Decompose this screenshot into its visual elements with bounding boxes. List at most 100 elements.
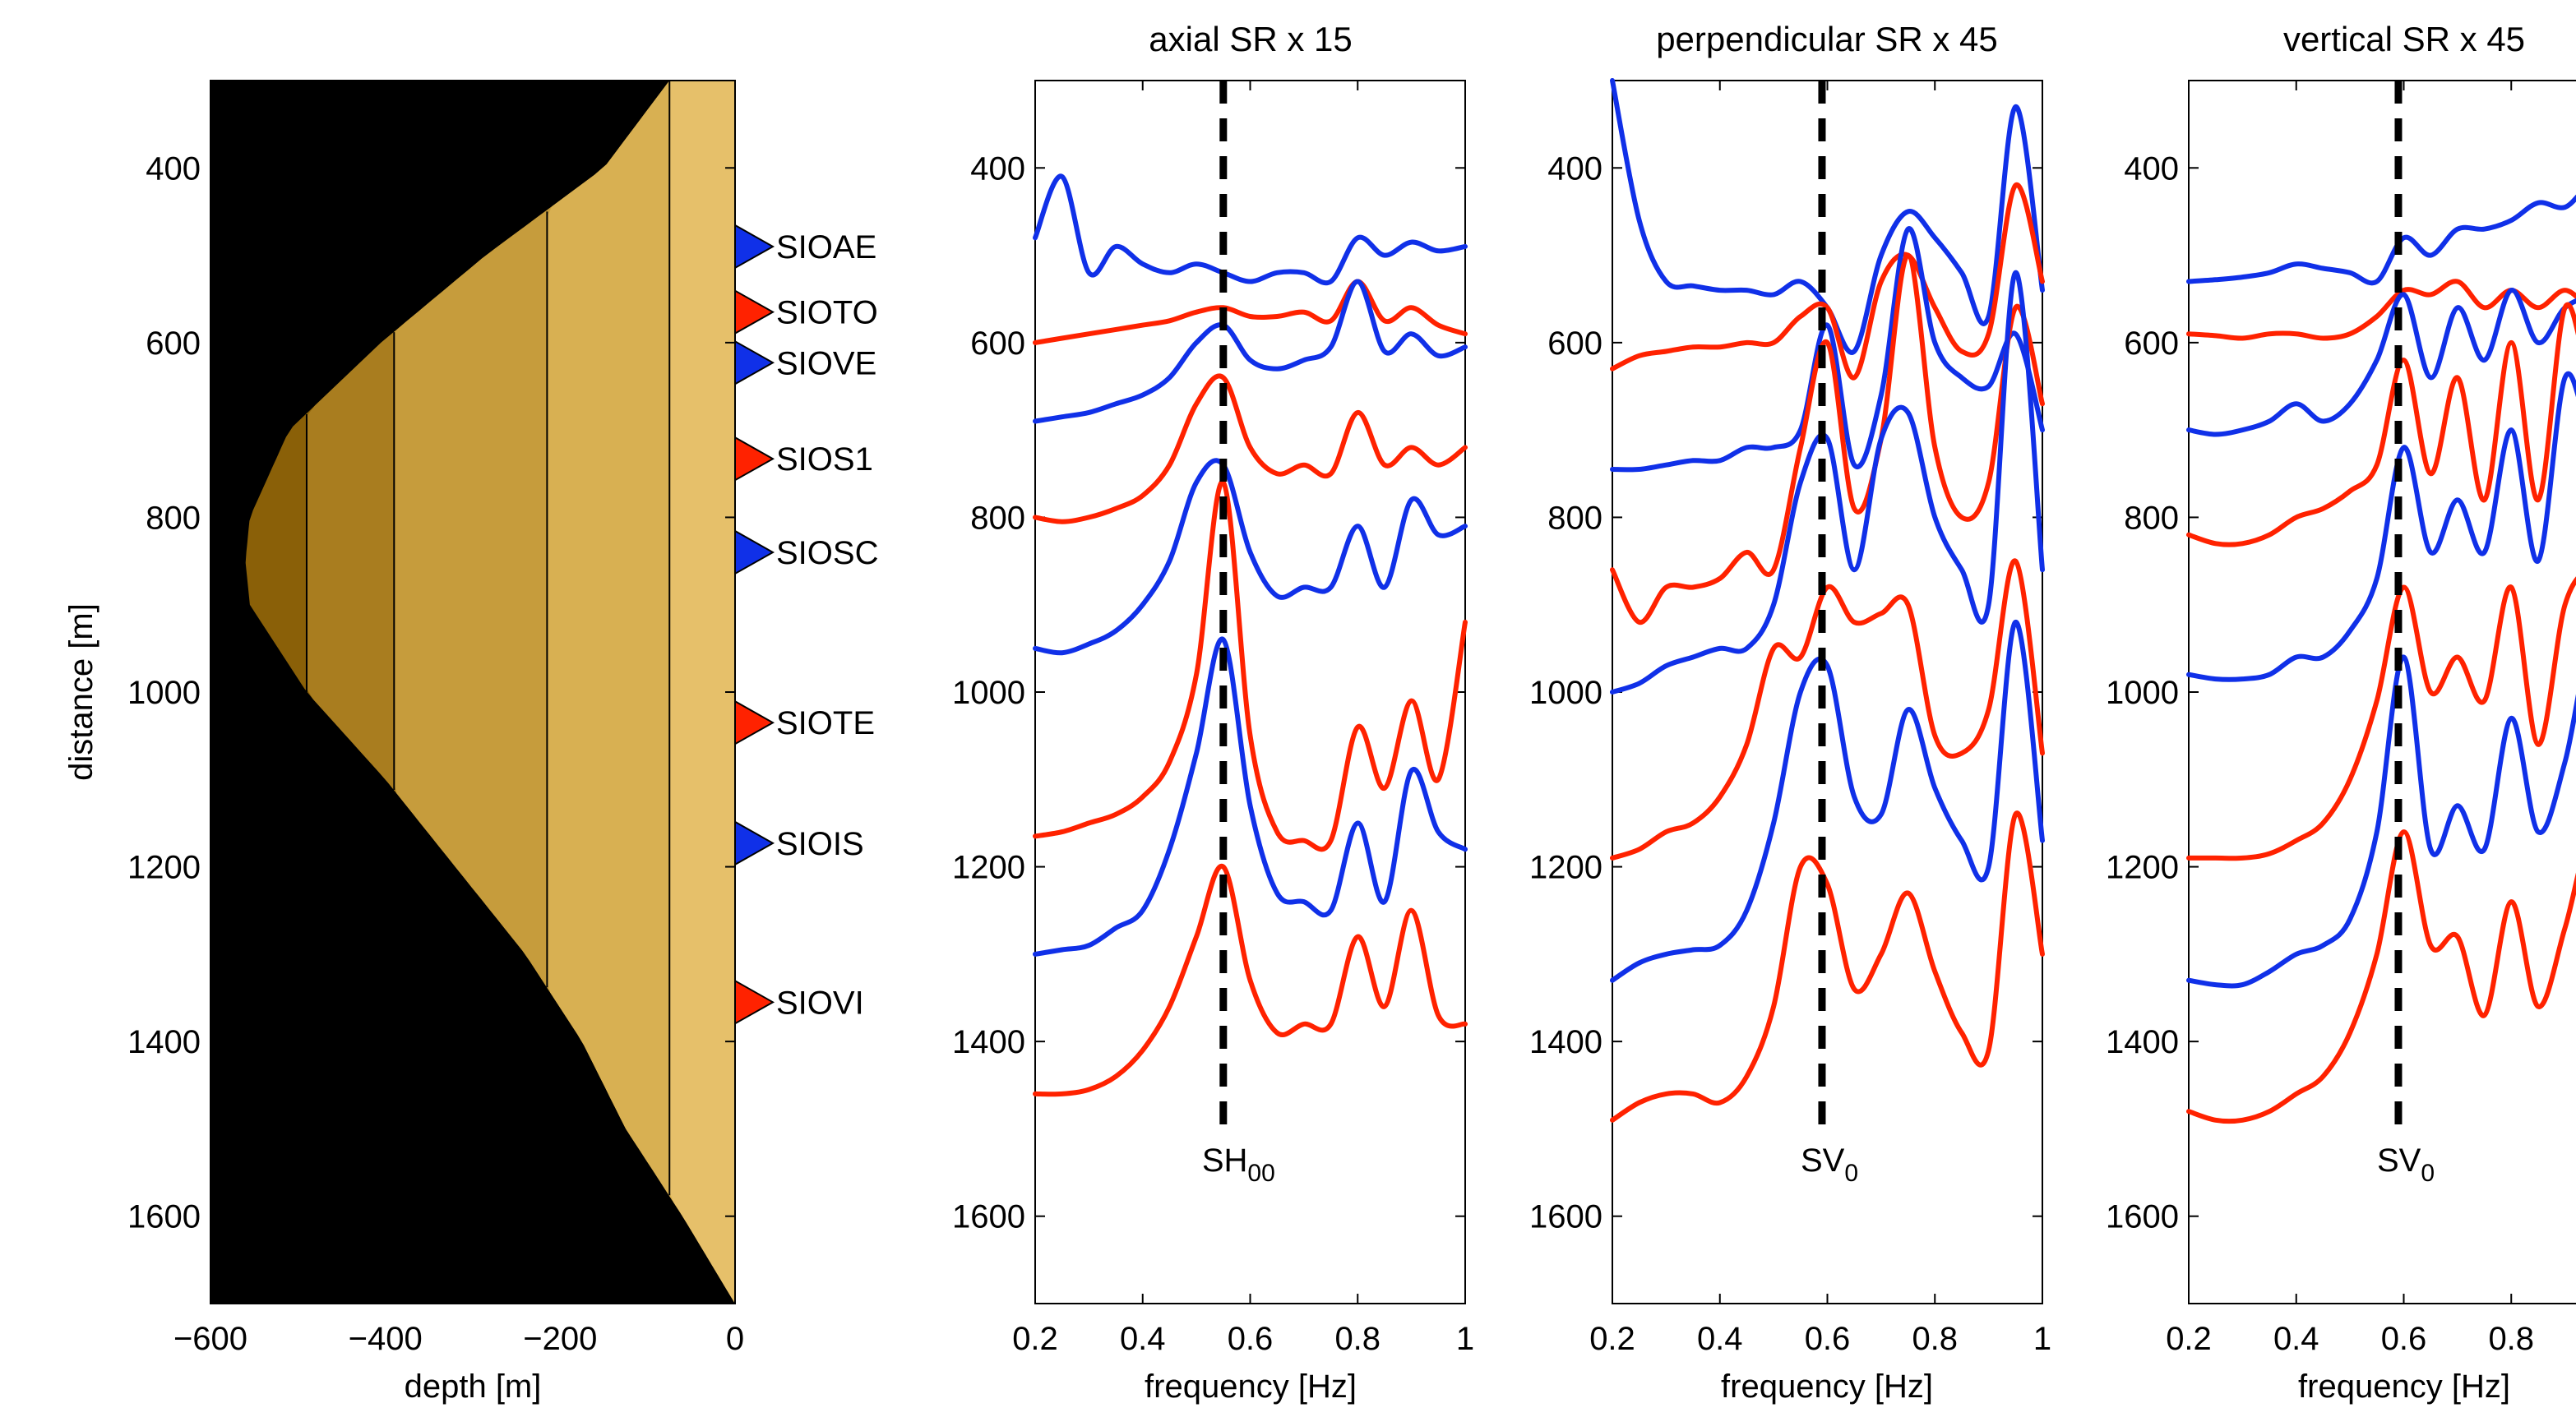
station-triangle-icon (734, 820, 775, 866)
perpendicular-title: perpendicular SR x 45 (1656, 20, 1998, 58)
x-tick-label: 0.6 (1805, 1321, 1851, 1357)
x-tick-label: 0.4 (1697, 1321, 1743, 1357)
spectrum-curve (2186, 288, 2576, 437)
spectrum-curve (1610, 226, 2045, 473)
station-triangle-icon (734, 699, 775, 745)
y-tick-label: 1200 (2106, 850, 2179, 886)
x-tick-label: −600 (173, 1321, 247, 1357)
spectrum-curve (1610, 619, 2045, 983)
y-tick-label: 400 (970, 150, 1025, 187)
x-tick-label: 0.4 (2273, 1321, 2319, 1357)
section-x-ticks: −600 −400 −200 0 (173, 81, 744, 1357)
perpendicular-panel: perpendicular SR x 45 400 600 800 1000 1200 1… (1529, 20, 2051, 1405)
spectrum-curve (1033, 173, 1468, 286)
spectrum-curve (1610, 558, 2045, 861)
spectrum-curve (2186, 372, 2576, 682)
vertical-y-ticks: 400 600 800 1000 1200 1400 1600 (2106, 150, 2199, 1235)
y-tick-label: 800 (2124, 500, 2179, 536)
station-triangle-icon (734, 288, 775, 335)
y-tick-label: 1200 (1529, 850, 1602, 886)
vertical-x-ticks: 0.2 0.4 0.6 0.8 (2166, 81, 2534, 1357)
layer-boundaries (305, 81, 671, 1196)
station-label: SIOVE (776, 345, 876, 381)
x-tick-label: 0.2 (2166, 1321, 2212, 1357)
y-tick-label: 1400 (1529, 1024, 1602, 1060)
x-tick-label: 1 (2033, 1321, 2051, 1357)
y-tick-label: 1200 (952, 850, 1025, 886)
section-y-label: distance [m] (63, 603, 99, 781)
x-tick-label: 1 (1456, 1321, 1474, 1357)
station-triangle-icon (734, 224, 775, 270)
x-tick-label: 0.6 (1228, 1321, 1274, 1357)
y-tick-label: 800 (970, 500, 1025, 536)
y-tick-label: 400 (2124, 150, 2179, 187)
station-label: SIOS1 (776, 441, 873, 478)
spectrum-curve (2186, 279, 2576, 341)
axial-y-ticks: 400 600 800 1000 1200 1400 1600 (952, 150, 1465, 1235)
y-tick-label: 1400 (127, 1024, 201, 1060)
x-tick-label: 0 (726, 1321, 744, 1357)
axial-panel: axial SR x 15 4006008001000120014001600 … (952, 20, 1474, 1405)
spectrum-curve (1610, 270, 2045, 695)
y-tick-label: 1600 (2106, 1199, 2179, 1235)
station-label: SIOTO (776, 295, 878, 331)
station-label: SIOIS (776, 826, 864, 862)
sediment-layers (245, 81, 735, 1304)
perpendicular-x-label: frequency [Hz] (1721, 1369, 1933, 1405)
x-tick-label: 0.2 (1012, 1321, 1058, 1357)
y-tick-label: 1000 (1529, 675, 1602, 711)
x-tick-label: 0.8 (1334, 1321, 1380, 1357)
station-label: SIOSC (776, 535, 878, 571)
y-tick-label: 1000 (127, 675, 201, 711)
spectrum-curve (1033, 863, 1468, 1097)
vertical-panel: vertical SR x 45 400 600 800 1000 1200 1400 16… (2106, 20, 2576, 1405)
y-tick-label: 1200 (127, 850, 201, 886)
vertical-title: vertical SR x 45 (2283, 20, 2525, 58)
y-tick-label: 1400 (2106, 1024, 2179, 1060)
spectrum-curve (1033, 279, 1468, 345)
x-tick-label: 0.8 (2488, 1321, 2534, 1357)
y-tick-label: 600 (146, 325, 201, 362)
axial-frame (1034, 80, 1466, 1304)
station-label: SIOVI (776, 985, 864, 1021)
y-tick-label: 600 (2124, 325, 2179, 362)
spectrum-curve (2186, 576, 2576, 861)
marker-label: SV0 (1801, 1142, 1858, 1187)
sediment-layer (669, 81, 735, 1304)
spectrum-curve (1610, 810, 2045, 1123)
station-label: SIOAE (776, 229, 876, 265)
station-triangle-icon (734, 979, 775, 1026)
x-tick-label: 0.8 (1912, 1321, 1958, 1357)
station-markers: SIOAE SIOTO SIOVE SIOS1 SIOSC SIOTE SIOIS SIOVI (734, 224, 878, 1026)
axial-curves (1033, 173, 1468, 1097)
x-tick-label: −200 (523, 1321, 597, 1357)
perpendicular-x-ticks: 0.2 0.4 0.6 0.8 1 (1589, 81, 2051, 1357)
vertical-sv0-marker: SV0 (2377, 81, 2435, 1187)
spectrum-curve (2186, 194, 2576, 286)
y-tick-label: 600 (1547, 325, 1602, 362)
y-tick-label: 400 (146, 150, 201, 187)
spectrum-curve (1033, 479, 1468, 852)
y-tick-label: 1600 (952, 1199, 1025, 1235)
y-tick-label: 800 (146, 500, 201, 536)
vertical-x-label: frequency [Hz] (2298, 1369, 2510, 1405)
station-triangle-icon (734, 436, 775, 482)
spectrum-curve (1033, 373, 1468, 524)
spectrum-curve (2186, 654, 2576, 989)
y-tick-label: 800 (1547, 500, 1602, 536)
axial-sh00-marker: SH00 (1202, 81, 1275, 1187)
spectrum-curve (2186, 302, 2576, 547)
y-tick-label: 600 (970, 325, 1025, 362)
spectrum-curve (1610, 78, 2045, 355)
y-tick-label: 1000 (952, 675, 1025, 711)
axial-x-ticks: 0.2 0.4 0.6 0.8 1 (1012, 81, 1474, 1357)
spectrum-curve (1033, 458, 1468, 656)
y-tick-label: 1000 (2106, 675, 2179, 711)
axial-x-label: frequency [Hz] (1145, 1369, 1357, 1405)
marker-label: SV0 (2377, 1142, 2435, 1187)
spectrum-curve (1610, 182, 2045, 381)
x-tick-label: −400 (349, 1321, 423, 1357)
x-tick-label: 0.4 (1120, 1321, 1166, 1357)
spectrum-curve (2186, 829, 2576, 1124)
